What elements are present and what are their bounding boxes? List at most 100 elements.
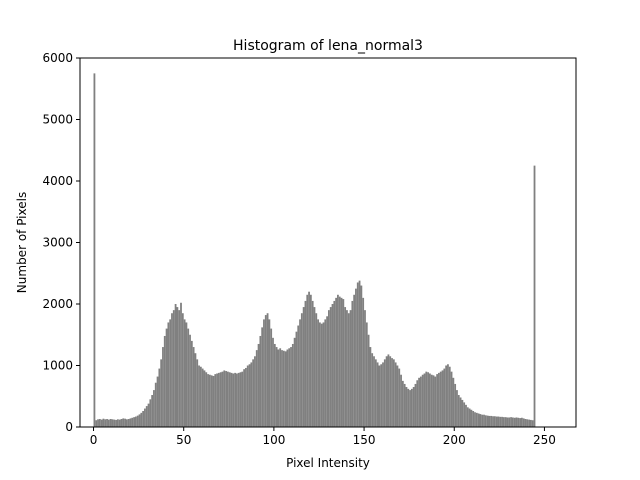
histogram-bar bbox=[522, 418, 525, 427]
histogram-bar bbox=[201, 368, 204, 427]
plot-frame bbox=[79, 57, 577, 428]
histogram-bar bbox=[281, 350, 283, 427]
histogram-bar bbox=[338, 296, 341, 427]
histogram-bar bbox=[380, 364, 383, 427]
histogram-bar bbox=[342, 299, 345, 427]
histogram-bar bbox=[360, 285, 363, 427]
histogram-bar bbox=[524, 419, 527, 427]
histogram-bar bbox=[297, 325, 300, 427]
histogram-bar bbox=[414, 383, 417, 427]
histogram-bar bbox=[429, 373, 431, 427]
histogram-bar bbox=[198, 365, 200, 427]
histogram-bar bbox=[104, 419, 107, 427]
histogram-bar bbox=[504, 417, 507, 427]
histogram-bar bbox=[264, 315, 267, 427]
histogram-bar bbox=[107, 419, 110, 427]
histogram-bar bbox=[165, 328, 168, 427]
x-tick-label: 50 bbox=[176, 433, 191, 447]
histogram-bar bbox=[351, 300, 354, 427]
histogram-bar bbox=[95, 420, 98, 427]
histogram-bar bbox=[309, 294, 312, 427]
histogram-bar bbox=[328, 310, 330, 427]
histogram-bar bbox=[511, 417, 514, 427]
histogram-bar bbox=[203, 370, 206, 427]
histogram-bar bbox=[353, 294, 356, 427]
histogram-bar bbox=[299, 319, 301, 427]
histogram-bar bbox=[142, 411, 145, 427]
histogram-bar bbox=[102, 418, 105, 427]
histogram-bar bbox=[205, 372, 208, 427]
histogram-bar bbox=[261, 327, 264, 427]
histogram-bar bbox=[156, 376, 159, 427]
histogram-bar bbox=[178, 310, 181, 427]
histogram-bar bbox=[135, 416, 137, 427]
histogram-bar bbox=[252, 359, 255, 427]
histogram-bar bbox=[369, 347, 372, 427]
histogram-bar bbox=[254, 356, 256, 427]
histogram-bar bbox=[333, 300, 336, 427]
histogram-bar bbox=[282, 350, 285, 427]
histogram-bar bbox=[452, 377, 455, 427]
histogram-bar bbox=[115, 419, 117, 427]
histogram-bar bbox=[459, 397, 462, 427]
histogram-bar bbox=[461, 399, 464, 427]
histogram-bar bbox=[421, 374, 424, 427]
histogram-bar bbox=[407, 388, 410, 427]
histogram-bar bbox=[124, 418, 126, 427]
histogram-bar bbox=[385, 356, 388, 427]
histogram-bar bbox=[172, 310, 175, 427]
histogram-bar bbox=[356, 282, 359, 427]
histogram-bar bbox=[468, 408, 471, 427]
histogram-bar bbox=[272, 337, 274, 427]
histogram-bar bbox=[412, 387, 415, 427]
histogram-bar bbox=[510, 417, 512, 427]
histogram-bar bbox=[290, 347, 292, 427]
histogram-bar bbox=[279, 348, 282, 427]
histogram-bar bbox=[486, 415, 489, 427]
histogram-bar bbox=[162, 347, 164, 427]
histogram-bar bbox=[445, 365, 448, 427]
histogram-bar bbox=[347, 313, 350, 427]
histogram-bar bbox=[318, 322, 321, 427]
histogram-bar bbox=[520, 417, 523, 427]
histogram-bar bbox=[225, 371, 227, 427]
histogram-bar bbox=[371, 353, 374, 427]
x-axis-label: Pixel Intensity bbox=[286, 456, 370, 470]
histogram-bar bbox=[484, 415, 487, 427]
histogram-bar bbox=[317, 319, 319, 427]
histogram-bar bbox=[192, 347, 195, 427]
histogram-bar bbox=[376, 362, 379, 427]
histogram-bar bbox=[138, 414, 141, 427]
histogram-bar bbox=[515, 417, 518, 427]
histogram-bar bbox=[439, 371, 442, 427]
histogram-bar bbox=[169, 319, 172, 427]
histogram-bar bbox=[275, 347, 278, 427]
x-tick-label: 150 bbox=[353, 433, 376, 447]
histogram-bar bbox=[324, 319, 327, 427]
histogram-bar bbox=[181, 313, 184, 427]
histogram-bar bbox=[337, 294, 339, 427]
histogram-bar bbox=[147, 403, 150, 427]
x-axis-ticks: 0 50 100 150 200 250 bbox=[90, 427, 556, 447]
y-tick-label: 3000 bbox=[42, 236, 73, 250]
histogram-bar bbox=[425, 371, 428, 427]
histogram-bar bbox=[382, 362, 384, 427]
histogram-bar bbox=[221, 371, 224, 427]
histogram-bar bbox=[217, 372, 220, 427]
histogram-bar bbox=[246, 365, 249, 427]
histogram-bar bbox=[154, 382, 157, 427]
histogram-bar bbox=[226, 371, 229, 427]
histogram-bar bbox=[502, 417, 505, 427]
histogram-bar bbox=[196, 359, 199, 427]
histogram-bar bbox=[257, 343, 260, 427]
histogram-bar bbox=[391, 358, 393, 427]
histogram-bar bbox=[355, 288, 357, 427]
histogram-bar bbox=[450, 371, 453, 427]
histogram-bar bbox=[416, 380, 419, 427]
histogram-bar bbox=[394, 362, 397, 427]
histogram-bar bbox=[497, 416, 500, 427]
histogram-bar bbox=[122, 418, 125, 427]
histogram-bar bbox=[93, 73, 96, 427]
histogram-bar bbox=[364, 310, 366, 427]
